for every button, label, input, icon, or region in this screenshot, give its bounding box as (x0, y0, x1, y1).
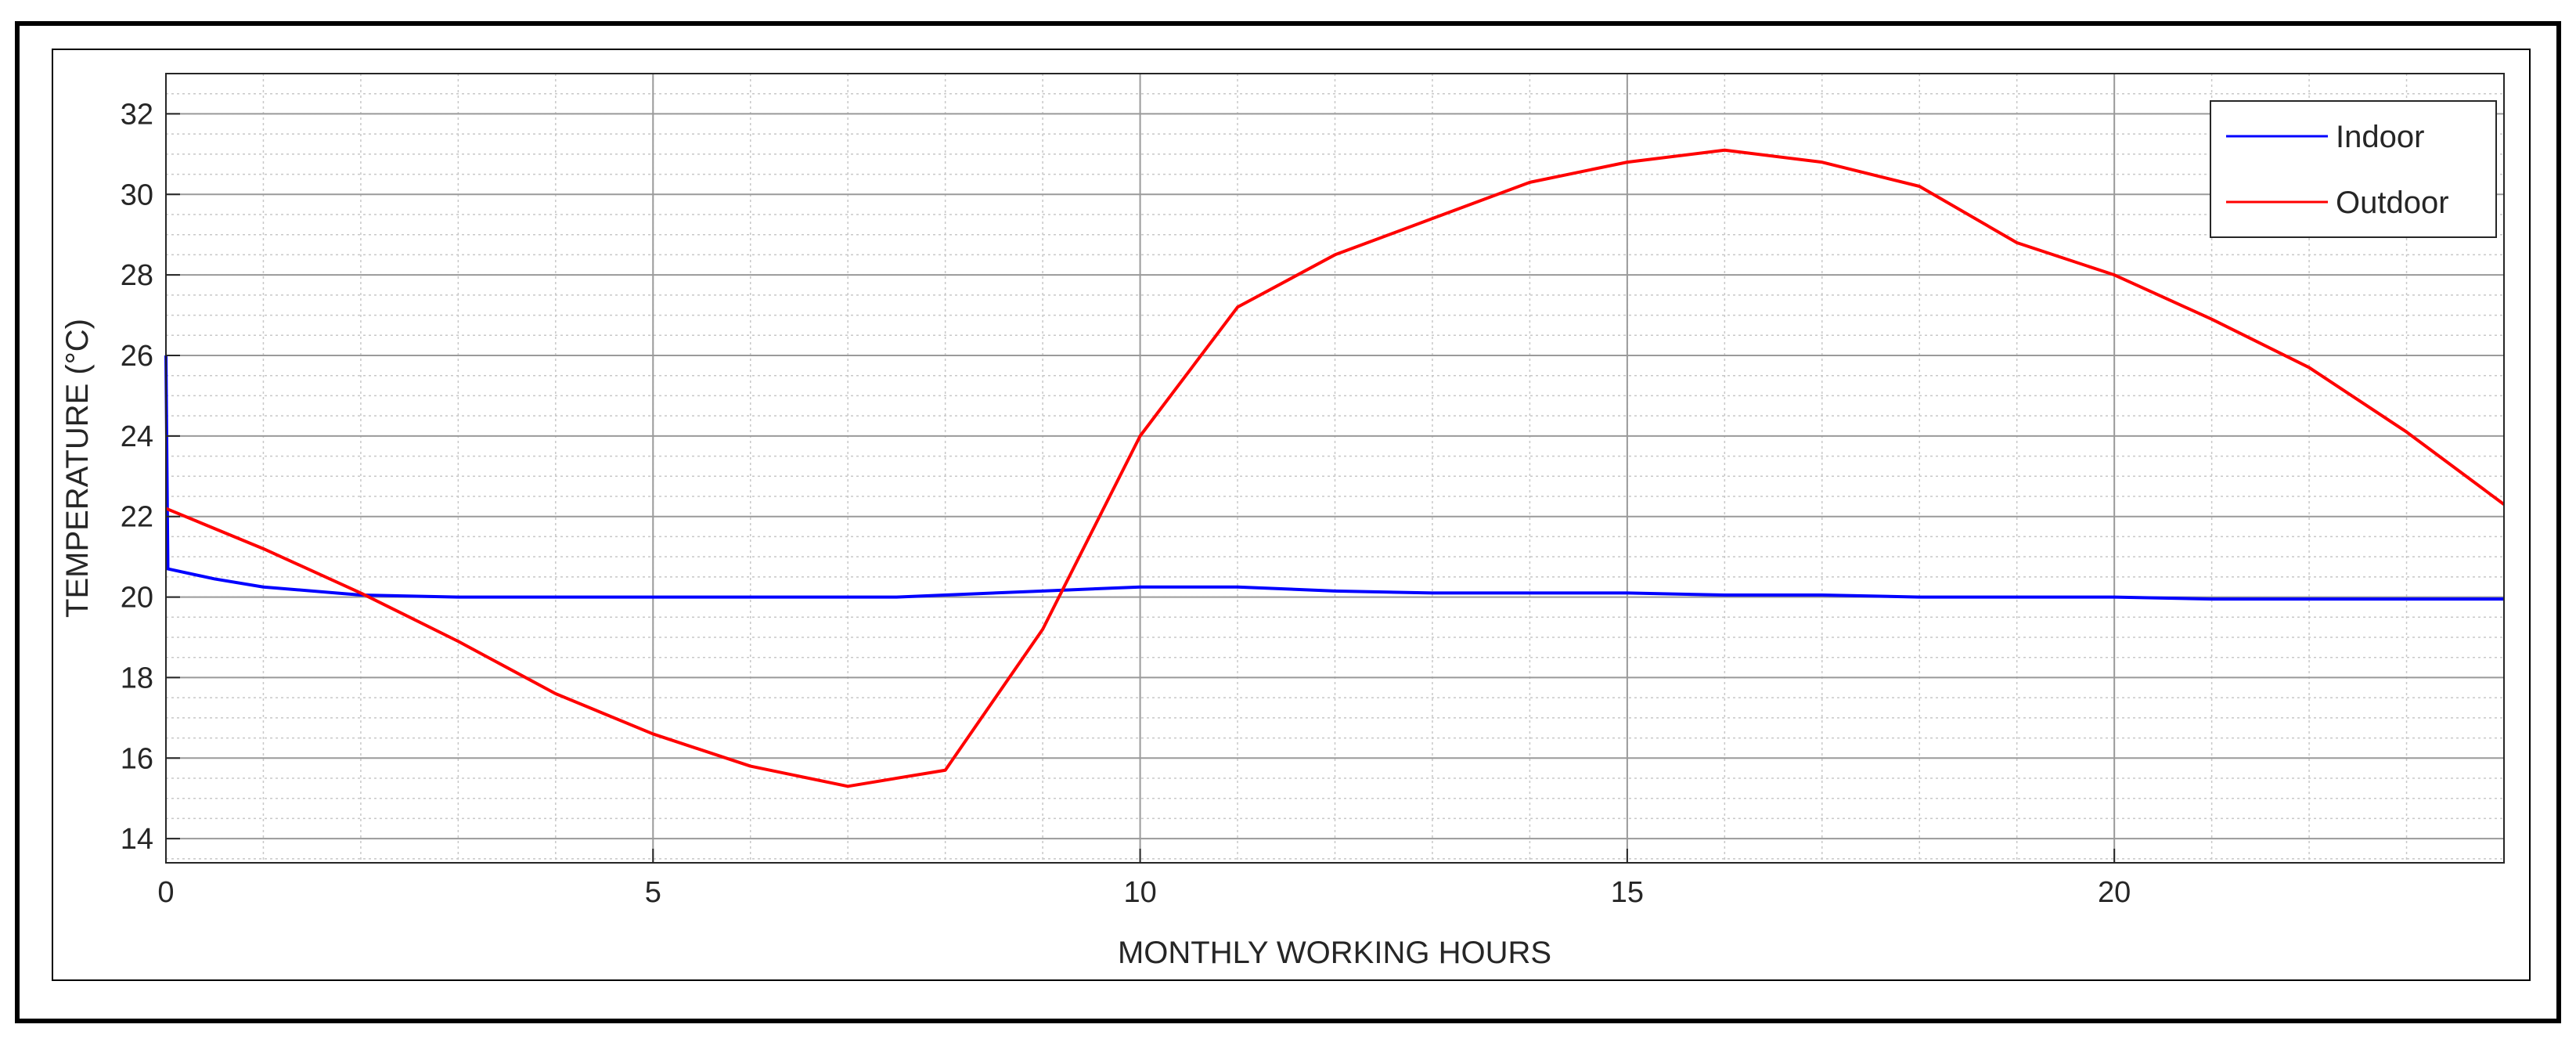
lines (164, 148, 2506, 788)
figure-frame (52, 49, 2531, 981)
y-tick-label: 16 (121, 742, 153, 775)
y-tick-label: 30 (121, 179, 153, 211)
x-axis-label: MONTHLY WORKING HOURS (1118, 936, 1551, 970)
x-tick-label: 0 (157, 876, 174, 909)
x-tick-label: 10 (1123, 876, 1156, 909)
y-axis-label: TEMPERATURE (°C) (60, 319, 95, 618)
y-tick-label: 32 (121, 98, 153, 131)
axes-box (165, 73, 2505, 864)
series-line (164, 355, 2504, 601)
x-tick-label: 20 (2098, 876, 2131, 909)
y-tick-label: 18 (121, 662, 153, 694)
x-tick-label: 5 (645, 876, 661, 909)
legend-label: Outdoor (2336, 186, 2449, 220)
y-tick-label: 28 (121, 259, 153, 292)
outer-border (15, 21, 2561, 1023)
y-tick-label: 20 (121, 582, 153, 615)
y-tick-label: 24 (121, 420, 153, 453)
y-tick-label: 14 (121, 823, 153, 856)
y-tick-label: 22 (121, 501, 153, 534)
legend-box (2210, 100, 2497, 238)
x-tick-label: 15 (1611, 876, 1644, 909)
series-line (165, 148, 2506, 788)
legend-label: Indoor (2336, 120, 2424, 154)
y-tick-label: 26 (121, 340, 153, 373)
legend: Indoor Outdoor (2210, 100, 2497, 238)
